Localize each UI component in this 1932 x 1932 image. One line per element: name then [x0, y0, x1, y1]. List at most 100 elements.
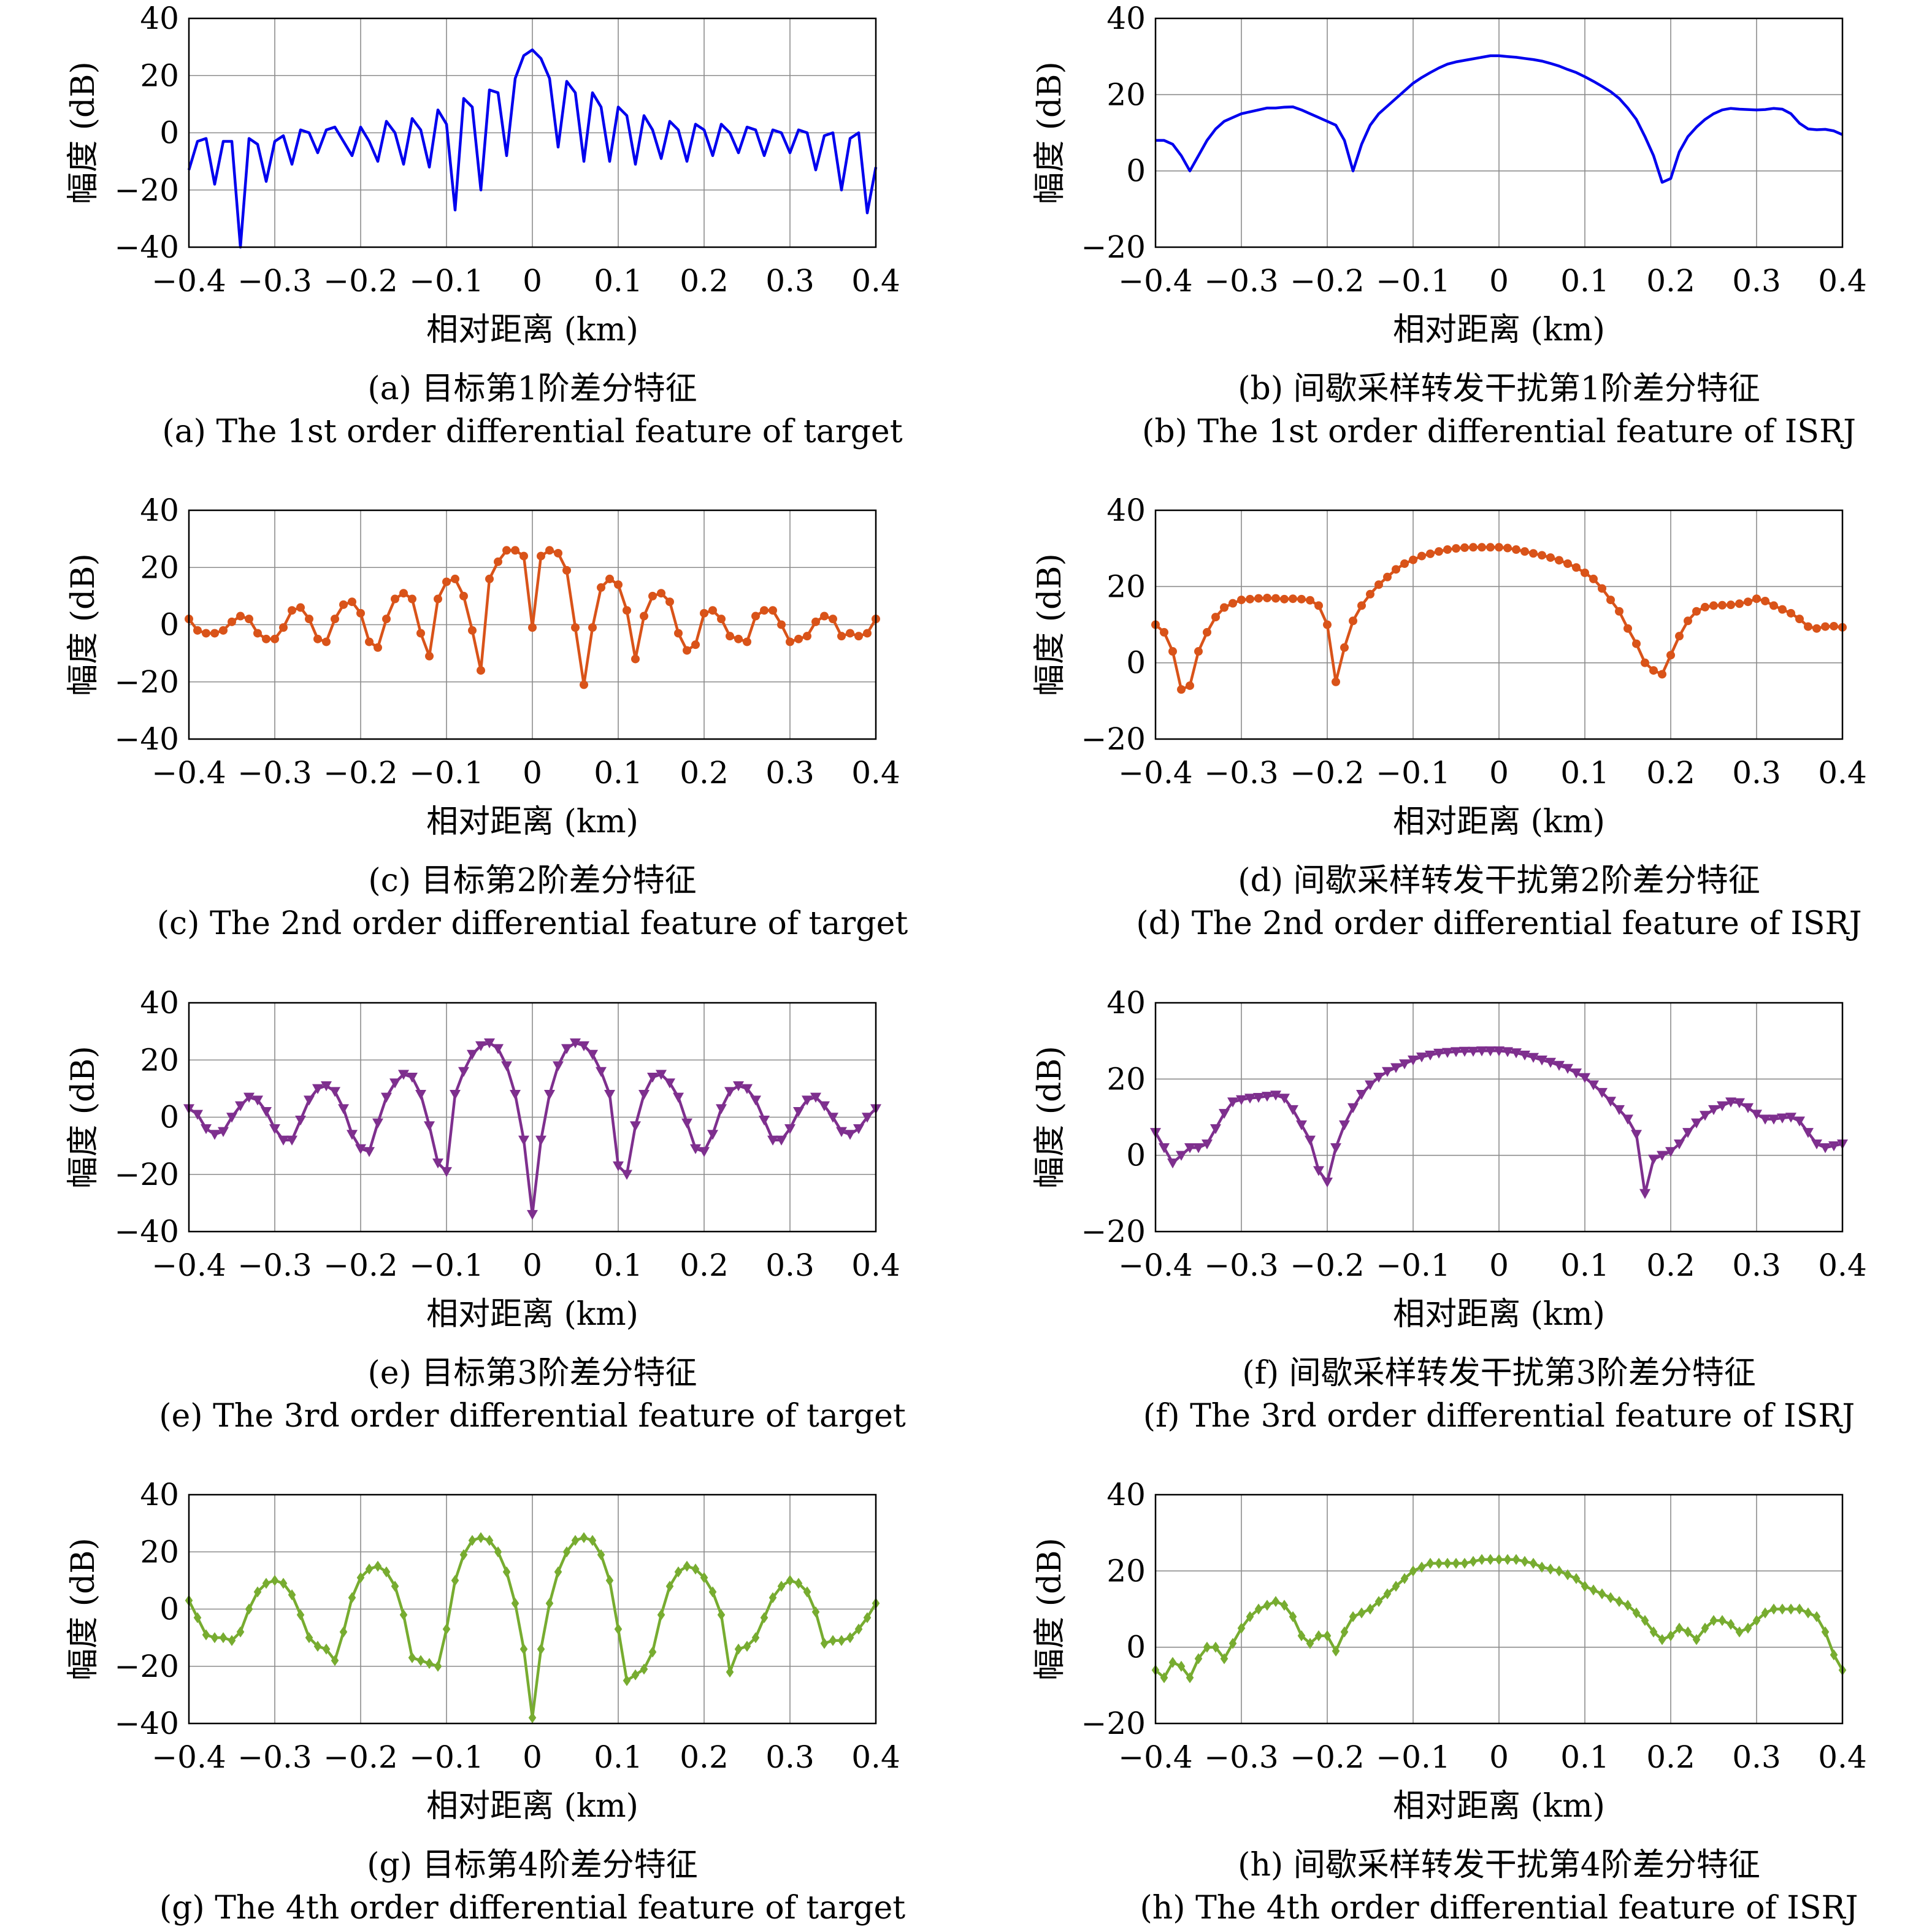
- data-point: [820, 611, 829, 621]
- data-point: [1202, 1139, 1213, 1150]
- data-point: [776, 1135, 787, 1146]
- data-point: [1186, 681, 1194, 690]
- data-point: [554, 548, 562, 558]
- data-point: [1598, 1588, 1606, 1600]
- data-point: [1623, 624, 1632, 633]
- data-point: [648, 1646, 657, 1658]
- data-point: [1528, 1052, 1539, 1063]
- data-point: [339, 1626, 348, 1638]
- data-point: [810, 1092, 821, 1103]
- data-point: [279, 623, 288, 632]
- data-point: [1744, 1622, 1752, 1634]
- x-tick-label: −0.2: [1290, 1248, 1364, 1283]
- data-point: [1339, 1120, 1350, 1130]
- data-point: [708, 606, 717, 615]
- data-point: [218, 1127, 229, 1137]
- x-tick-label: 0.3: [765, 1248, 815, 1283]
- data-point: [484, 1038, 495, 1049]
- x-tick-label: 0.3: [1732, 755, 1781, 791]
- data-point: [304, 1095, 315, 1106]
- x-tick-label: −0.4: [151, 1248, 226, 1283]
- data-point: [854, 632, 863, 641]
- data-point: [201, 1124, 212, 1135]
- data-point: [1347, 1103, 1359, 1113]
- data-point: [1220, 603, 1229, 612]
- data-point: [1330, 1143, 1341, 1154]
- data-point: [681, 1118, 692, 1129]
- data-point: [647, 1073, 658, 1083]
- data-point: [1340, 643, 1349, 652]
- x-tick-label: 0.4: [851, 1739, 900, 1775]
- x-tick-label: −0.1: [1376, 1248, 1450, 1283]
- data-point: [1416, 1052, 1427, 1063]
- data-point: [537, 1643, 545, 1655]
- data-point: [1665, 1147, 1676, 1157]
- data-point: [1262, 1092, 1273, 1102]
- data-point: [347, 1130, 358, 1140]
- x-tick-label: 0.2: [1646, 263, 1695, 299]
- data-point: [1332, 677, 1340, 686]
- data-point: [1468, 1046, 1479, 1057]
- data-point: [416, 1655, 425, 1666]
- y-tick-label: 40: [1106, 1, 1146, 36]
- data-point: [674, 1566, 683, 1577]
- data-point: [1795, 615, 1804, 624]
- data-point: [1812, 624, 1821, 633]
- data-point: [1313, 1166, 1324, 1176]
- data-point: [638, 1090, 650, 1100]
- x-tick-label: 0.3: [765, 263, 815, 299]
- data-point: [1794, 1116, 1805, 1127]
- data-point: [193, 1612, 202, 1623]
- data-point: [425, 1658, 434, 1669]
- data-point: [424, 1121, 435, 1132]
- data-point: [432, 1158, 443, 1169]
- x-tick-label: −0.3: [1204, 755, 1278, 791]
- data-point: [1400, 1573, 1409, 1584]
- data-point: [1554, 1060, 1565, 1071]
- data-point: [365, 1563, 374, 1575]
- data-point: [391, 1581, 399, 1592]
- data-point: [485, 1535, 494, 1546]
- data-point: [691, 640, 700, 650]
- data-point: [811, 1606, 820, 1618]
- chart-panel-d: −0.4 −0.3 −0.2 −0.1 0 0.1 0.2 0.3 0.4 −20 0 20 40 相对距…: [1032, 493, 1867, 942]
- x-tick-label: 0.1: [594, 1248, 643, 1283]
- data-point: [1263, 593, 1271, 602]
- data-point: [1478, 1554, 1486, 1565]
- data-point: [1184, 1143, 1195, 1154]
- data-point: [252, 1095, 263, 1106]
- data-point: [1555, 556, 1563, 565]
- data-point: [759, 1115, 770, 1126]
- data-point: [374, 643, 382, 652]
- data-point: [356, 608, 365, 618]
- data-point: [270, 1574, 279, 1586]
- data-point: [700, 608, 708, 618]
- data-point: [1332, 1645, 1340, 1657]
- x-tick-label: −0.1: [409, 263, 483, 299]
- x-tick-label: −0.1: [409, 1248, 483, 1283]
- data-point: [664, 1078, 675, 1089]
- y-tick-label: 20: [140, 1042, 179, 1078]
- data-point: [1168, 1657, 1177, 1668]
- data-point: [623, 606, 631, 615]
- x-tick-label: −0.1: [1376, 1739, 1450, 1775]
- data-point: [1830, 621, 1838, 631]
- data-point: [1194, 647, 1203, 656]
- x-tick-label: −0.2: [1290, 755, 1364, 791]
- x-tick-label: 0.4: [851, 755, 900, 791]
- x-tick-label: 0.1: [1560, 263, 1609, 299]
- data-point: [562, 1546, 571, 1558]
- data-point: [253, 629, 262, 638]
- data-point: [1803, 1128, 1814, 1138]
- data-point: [1804, 1607, 1812, 1619]
- data-point: [535, 1135, 546, 1146]
- x-tick-label: 0.3: [1732, 1739, 1781, 1775]
- data-point: [1229, 599, 1237, 608]
- y-tick-label: 0: [159, 607, 179, 643]
- plot-frame: [1154, 1002, 1844, 1233]
- data-point: [1306, 1638, 1314, 1649]
- data-point: [1296, 1120, 1307, 1130]
- x-tick-label: −0.2: [323, 1248, 397, 1283]
- data-point: [1787, 1603, 1795, 1615]
- data-point: [1727, 600, 1735, 610]
